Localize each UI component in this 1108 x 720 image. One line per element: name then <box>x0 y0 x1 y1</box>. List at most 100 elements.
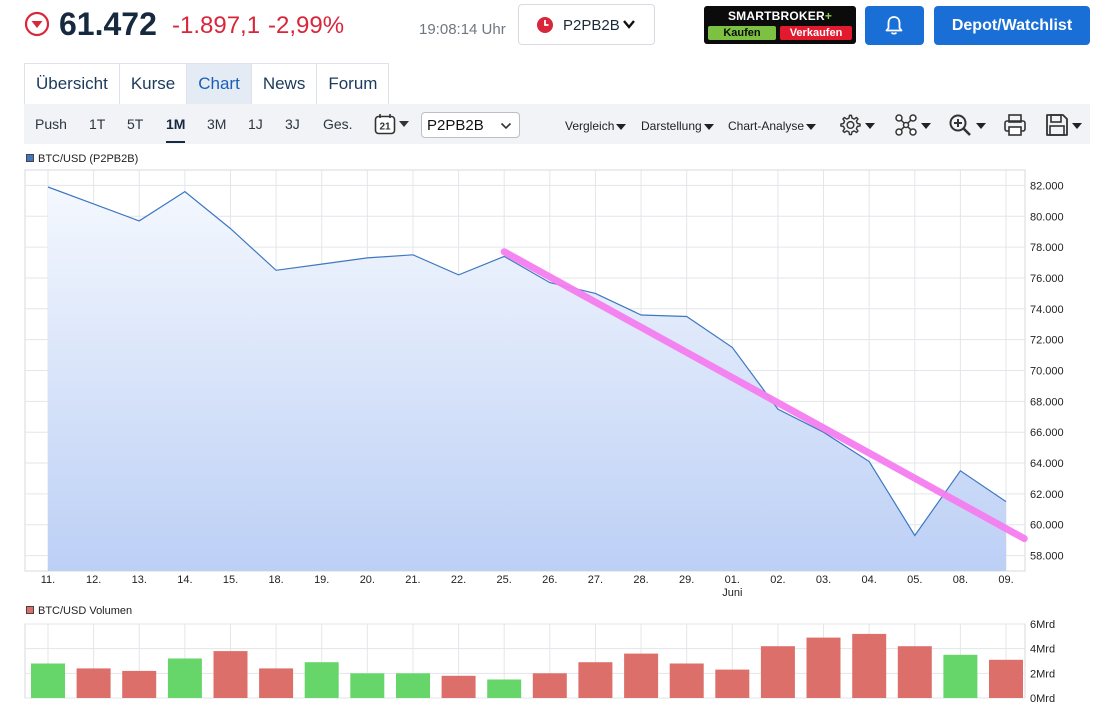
last-price: 61.472 <box>59 6 157 42</box>
price-y-tick-label: 72.000 <box>1030 335 1064 347</box>
chart-analysis-menu[interactable]: Chart-Analyse <box>728 119 817 133</box>
period-1j[interactable]: 1J <box>248 116 263 132</box>
alert-button[interactable] <box>865 6 924 45</box>
price-legend: BTC/USD (P2PB2B) <box>26 153 138 165</box>
price-y-tick-label: 82.000 <box>1030 180 1064 192</box>
quote-header: 61.472 -1.897,1 -2,99% 19:08:14 Uhr P2PB… <box>0 0 1108 52</box>
calendar-icon[interactable]: 21 <box>374 113 396 135</box>
period-3m[interactable]: 3M <box>207 116 227 132</box>
price-area-fill <box>48 187 1007 571</box>
volume-bar <box>989 659 1023 698</box>
x-tick-label: 19. <box>314 574 329 586</box>
zoom-icon[interactable] <box>948 113 972 137</box>
volume-bar <box>76 668 111 698</box>
price-change-absolute: -1.897,1 <box>172 12 261 39</box>
smartbroker-widget: SMARTBROKER+ Kaufen Verkaufen <box>704 6 856 44</box>
volume-bar <box>943 654 978 698</box>
period-1t[interactable]: 1T <box>89 116 106 132</box>
volume-y-tick-label: 0Mrd <box>1030 693 1055 705</box>
volume-bar <box>31 663 65 698</box>
tab-forum[interactable]: Forum <box>317 64 389 104</box>
volume-bar <box>669 663 704 698</box>
period-5t[interactable]: 5T <box>127 116 144 132</box>
gear-caret-icon[interactable] <box>865 123 875 129</box>
sell-button[interactable]: Verkaufen <box>780 26 852 40</box>
volume-y-tick-label: 2Mrd <box>1030 668 1055 680</box>
tab-news[interactable]: News <box>251 64 318 104</box>
volume-bar <box>304 662 339 698</box>
exchange-select[interactable]: P2PB2B <box>421 112 520 138</box>
x-tick-label: 15. <box>223 574 238 586</box>
tab-overview[interactable]: Übersicht <box>25 64 120 104</box>
zoom-caret-icon[interactable] <box>976 123 986 129</box>
volume-bar <box>578 662 613 698</box>
x-tick-label: 09. <box>998 574 1013 586</box>
network-caret-icon[interactable] <box>921 123 931 129</box>
x-tick-label: 14. <box>177 574 192 586</box>
chart-canvas[interactable]: 58.000 60.000 62.000 64.000 66.000 68.000 70.0… <box>0 146 1108 720</box>
x-tick-label: 21. <box>405 574 420 586</box>
caret-down-icon <box>806 123 817 130</box>
volume-bar <box>122 670 157 698</box>
period-push[interactable]: Push <box>35 116 67 132</box>
x-tick-label: 03. <box>816 574 831 586</box>
tab-chart[interactable]: Chart <box>187 64 252 104</box>
x-tick-label: 13. <box>132 574 147 586</box>
network-icon[interactable] <box>894 113 918 137</box>
volume-bar <box>259 668 294 698</box>
tab-prices[interactable]: Kurse <box>119 64 188 104</box>
x-tick-label: 26. <box>542 574 557 586</box>
x-month-label: Juni <box>722 587 742 599</box>
x-tick-label: 28. <box>633 574 648 586</box>
print-icon[interactable] <box>1003 113 1027 137</box>
x-tick-label: 25. <box>497 574 512 586</box>
x-tick-label: 12. <box>86 574 101 586</box>
volume-legend-swatch <box>26 606 34 614</box>
x-tick-label: 22. <box>451 574 466 586</box>
period-3j[interactable]: 3J <box>285 116 300 132</box>
caret-down-icon <box>703 123 714 130</box>
caret-down-icon <box>616 123 627 130</box>
period-1m[interactable]: 1M <box>166 116 186 143</box>
save-icon[interactable] <box>1045 113 1069 137</box>
display-menu[interactable]: Darstellung <box>641 119 714 133</box>
price-y-tick-label: 66.000 <box>1030 427 1064 439</box>
price-y-tick-label: 78.000 <box>1030 242 1064 254</box>
period-total[interactable]: Ges. <box>323 116 353 132</box>
broker-logo: SMARTBROKER+ <box>727 9 833 23</box>
volume-bar <box>806 637 841 698</box>
exchange-label: P2PB2B <box>563 17 620 34</box>
price-series-line <box>47 186 1007 537</box>
save-caret-icon[interactable] <box>1072 123 1082 129</box>
x-tick-label: 11. <box>41 574 55 586</box>
x-tick-label: 27. <box>588 574 603 586</box>
x-tick-label: 20. <box>360 574 375 586</box>
price-y-tick-label: 68.000 <box>1030 396 1064 408</box>
exchange-select-value: P2PB2B <box>427 117 484 134</box>
volume-bar <box>897 646 932 698</box>
price-y-tick-label: 64.000 <box>1030 458 1064 470</box>
x-tick-label: 01. <box>725 574 740 586</box>
price-legend-swatch <box>26 154 34 162</box>
x-tick-label: 18. <box>268 574 283 586</box>
volume-bar <box>213 651 248 698</box>
price-y-tick-label: 60.000 <box>1030 520 1064 532</box>
gear-icon[interactable] <box>838 113 861 136</box>
calendar-caret-icon[interactable] <box>399 121 409 127</box>
x-tick-label: 05. <box>907 574 922 586</box>
exchange-dropdown[interactable]: P2PB2B <box>518 4 655 45</box>
price-y-tick-label: 62.000 <box>1030 489 1064 501</box>
volume-legend: BTC/USD Volumen <box>26 605 132 617</box>
x-tick-label: 04. <box>862 574 877 586</box>
depot-watchlist-button[interactable]: Depot/Watchlist <box>934 6 1090 45</box>
trendline <box>500 248 1028 543</box>
clock-icon <box>537 17 553 33</box>
volume-bar <box>715 669 750 698</box>
buy-button[interactable]: Kaufen <box>708 26 776 40</box>
volume-y-tick-label: 6Mrd <box>1030 619 1055 631</box>
price-y-tick-label: 80.000 <box>1030 211 1064 223</box>
svg-text:21: 21 <box>379 122 391 133</box>
compare-menu[interactable]: Vergleich <box>565 119 627 133</box>
chart-toolbar: Push 1T 5T 1M 3M 1J 3J Ges. 21 P2PB2B Ve… <box>24 104 1090 144</box>
price-y-tick-label: 74.000 <box>1030 304 1064 316</box>
